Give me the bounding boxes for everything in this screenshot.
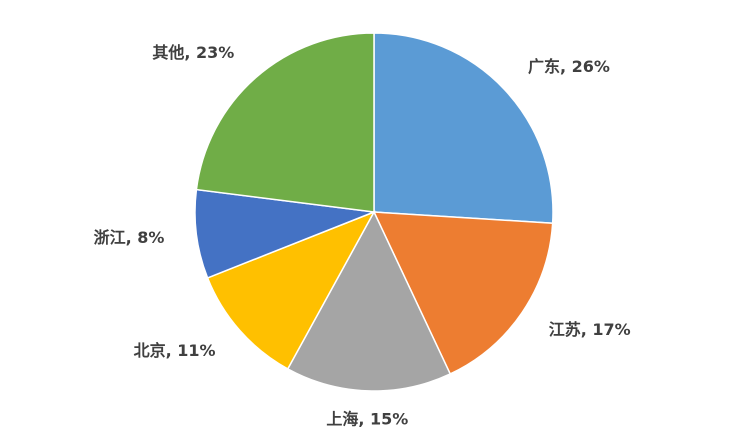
pie-slice: [206, 210, 376, 370]
data-label: 江苏, 17%: [549, 320, 631, 339]
pie-slice: [195, 32, 375, 213]
pie-slice: [372, 211, 554, 375]
data-label: 北京, 11%: [134, 341, 216, 360]
pie-slice: [373, 32, 554, 225]
data-label: 广东, 26%: [528, 57, 610, 76]
data-label: 浙江, 8%: [94, 228, 165, 247]
data-label: 其他, 23%: [152, 43, 234, 62]
pie-slice: [194, 188, 375, 279]
data-label: 上海, 15%: [326, 410, 408, 429]
pie-slice: [286, 210, 452, 392]
